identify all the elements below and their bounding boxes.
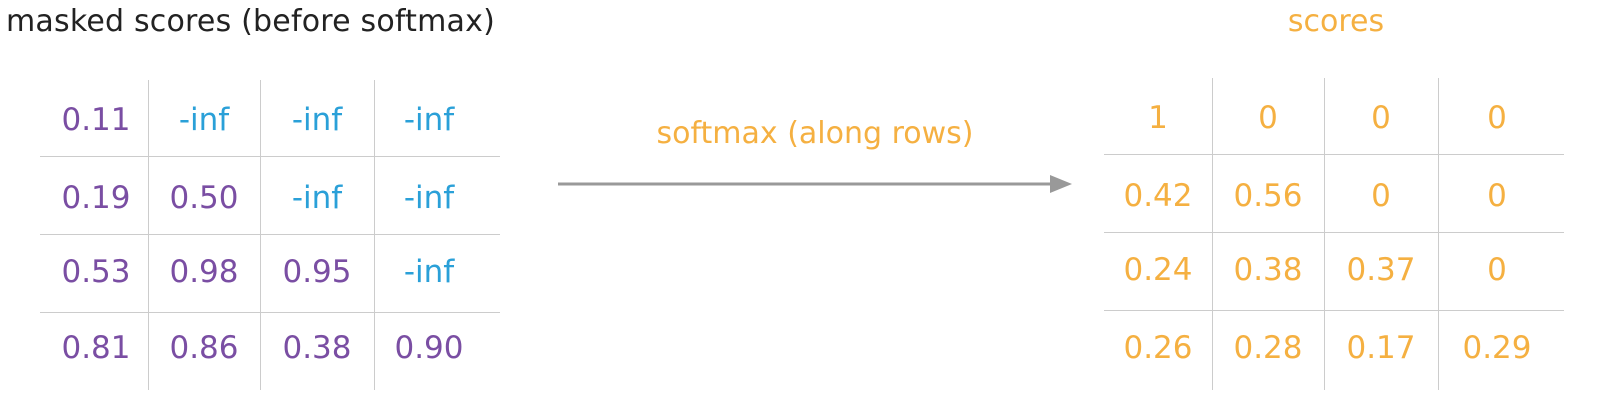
- matrix-cell: 0.19: [61, 180, 131, 216]
- matrix-cell: -inf: [178, 102, 230, 138]
- matrix-cell: 0.81: [61, 330, 131, 366]
- softmax-arrow: [558, 175, 1072, 193]
- masked-scores-matrix: 0.11 -inf -inf -inf 0.19 0.50 -inf -inf 0.53 0.98…: [40, 80, 500, 390]
- matrix-cell: -inf: [403, 102, 455, 138]
- grid-vline: [1438, 78, 1439, 390]
- matrix-cell: -inf: [291, 180, 343, 216]
- grid-vline: [1212, 78, 1213, 390]
- matrix-cell: 0: [1487, 178, 1507, 214]
- matrix-cell: -inf: [291, 102, 343, 138]
- matrix-cell: 0.38: [1233, 252, 1303, 288]
- matrix-cell: 0.38: [282, 330, 352, 366]
- grid-vline: [260, 80, 261, 390]
- scores-matrix: 1 0 0 0 0.42 0.56 0 0 0.24 0.38 0.37 0 0.26 0.28 0.17 0…: [1104, 78, 1564, 390]
- matrix-cell: 0.95: [282, 254, 352, 290]
- matrix-cell: 0.17: [1346, 330, 1416, 366]
- matrix-cell: 0: [1487, 100, 1507, 136]
- matrix-cell: 0.24: [1123, 252, 1193, 288]
- arrow-head: [1050, 175, 1072, 193]
- grid-vline: [374, 80, 375, 390]
- matrix-cell: 0: [1371, 178, 1391, 214]
- softmax-label: softmax (along rows): [656, 116, 974, 151]
- grid-vline: [1324, 78, 1325, 390]
- matrix-cell: 0.37: [1346, 252, 1416, 288]
- masked-scores-title: masked scores (before softmax): [6, 4, 495, 39]
- matrix-cell: 0.11: [61, 102, 131, 138]
- scores-title: scores: [1287, 4, 1385, 39]
- matrix-cell: 0.56: [1233, 178, 1303, 214]
- grid-hline: [1104, 310, 1564, 311]
- grid-hline: [1104, 154, 1564, 155]
- grid-hline: [1104, 232, 1564, 233]
- matrix-cell: 0.53: [61, 254, 131, 290]
- matrix-cell: 0: [1258, 100, 1278, 136]
- matrix-cell: 0.29: [1462, 330, 1532, 366]
- matrix-cell: -inf: [403, 180, 455, 216]
- matrix-cell: 0.42: [1123, 178, 1193, 214]
- matrix-cell: 0.86: [169, 330, 239, 366]
- grid-hline: [40, 156, 500, 157]
- matrix-cell: 0: [1371, 100, 1391, 136]
- matrix-cell: -inf: [403, 254, 455, 290]
- grid-hline: [40, 312, 500, 313]
- grid-vline: [148, 80, 149, 390]
- matrix-cell: 0.90: [394, 330, 464, 366]
- matrix-cell: 0.28: [1233, 330, 1303, 366]
- matrix-cell: 0.26: [1123, 330, 1193, 366]
- matrix-cell: 0.98: [169, 254, 239, 290]
- matrix-cell: 0.50: [169, 180, 239, 216]
- matrix-cell: 1: [1148, 100, 1168, 136]
- grid-hline: [40, 234, 500, 235]
- matrix-cell: 0: [1487, 252, 1507, 288]
